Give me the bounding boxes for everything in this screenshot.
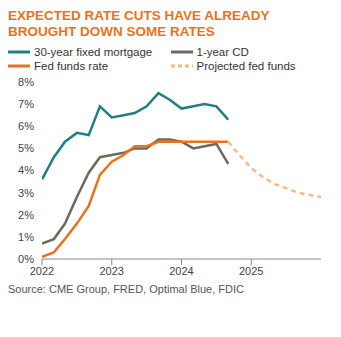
svg-text:7%: 7% (18, 98, 34, 110)
svg-text:8%: 8% (18, 76, 34, 88)
html-text:Fed funds rate: Fed funds rate (34, 60, 109, 72)
html-text:Projected fed funds: Projected fed funds (196, 60, 296, 72)
svg-text:2024: 2024 (169, 265, 193, 277)
svg-text:0%: 0% (18, 253, 34, 265)
svg-text:2025: 2025 (239, 265, 263, 277)
svg-text:2%: 2% (18, 209, 34, 221)
svg-text:2023: 2023 (100, 265, 124, 277)
svg-text:6%: 6% (18, 120, 34, 132)
html-text:Source: CME Group, FRED, Optim: Source: CME Group, FRED, Optimal Blue, F… (8, 283, 244, 295)
html-text:EXPECTED RATE CUTS HAVE ALREAD: EXPECTED RATE CUTS HAVE ALREADY BROUGHT … (8, 8, 270, 39)
html-text:1-year CD: 1-year CD (196, 46, 249, 58)
svg-text:1%: 1% (18, 231, 34, 243)
html-text:30-year fixed mortgage: 30-year fixed mortgage (34, 46, 153, 58)
svg-text:3%: 3% (18, 187, 34, 199)
svg-text:5%: 5% (18, 142, 34, 154)
svg-text:4%: 4% (18, 164, 34, 176)
svg-text:2022: 2022 (30, 265, 54, 277)
